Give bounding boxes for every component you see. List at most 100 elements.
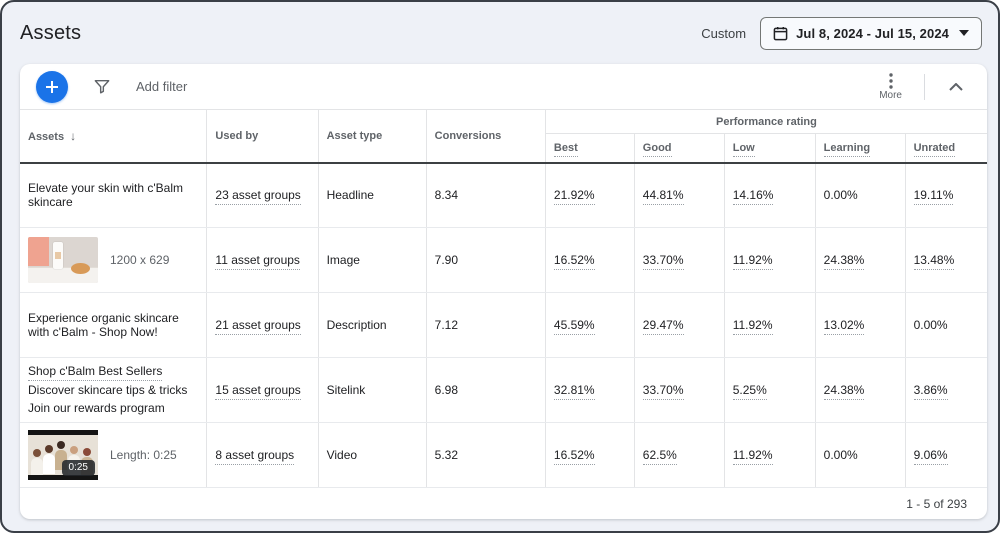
conversions-cell: 5.32 (426, 422, 546, 488)
performance-rating-group-header: Performance rating (545, 109, 987, 134)
more-label: More (879, 89, 902, 101)
date-range-picker[interactable]: Jul 8, 2024 - Jul 15, 2024 (760, 16, 982, 50)
rating-value[interactable]: 44.81% (642, 188, 684, 206)
rating-cell-low: 11.92% (724, 422, 816, 488)
add-asset-button[interactable] (36, 70, 68, 103)
asset-image-dimensions: 1200 x 629 (110, 253, 170, 267)
rating-cell-good: 44.81% (634, 162, 725, 228)
rating-value: 0.00% (823, 448, 858, 462)
asset-image-wrap: 1200 x 629 (28, 237, 198, 283)
rating-cell-best: 21.92% (545, 162, 635, 228)
column-header-assets[interactable]: Assets ↓ (20, 109, 208, 164)
used-by-cell: 8 asset groups (206, 422, 319, 488)
rating-value[interactable]: 13.02% (823, 318, 865, 335)
plus-icon (44, 79, 60, 95)
asset-cell: 1200 x 629 (20, 227, 208, 293)
sitelink-link[interactable]: Shop c'Balm Best Sellers (28, 364, 163, 382)
asset-cell: Experience organic skincare with c'Balm … (20, 292, 208, 358)
rating-value[interactable]: 24.38% (823, 383, 865, 400)
column-header-good[interactable]: Good (634, 133, 725, 164)
funnel-icon (94, 79, 110, 94)
table-toolbar: Add filter More (20, 64, 987, 109)
conversions-cell: 6.98 (426, 357, 546, 423)
rating-value[interactable]: 14.16% (732, 188, 774, 206)
pagination-range: 1 - 5 of 293 (906, 497, 967, 511)
rating-value[interactable]: 29.47% (642, 318, 684, 335)
asset-thumbnail-skincare-product-photo (28, 237, 98, 283)
rating-value[interactable]: 9.06% (913, 448, 948, 465)
column-header-unrated[interactable]: Unrated (905, 133, 987, 164)
rating-value[interactable]: 3.86% (913, 383, 948, 400)
rating-cell-best: 16.52% (545, 422, 635, 488)
used-by-link[interactable]: 11 asset groups (215, 253, 300, 270)
header-sub-row: Best Good Low Learning Unrated (20, 133, 987, 164)
rating-cell-low: 5.25% (724, 357, 816, 423)
asset-type-cell: Headline (318, 162, 427, 228)
asset-cell: Shop c'Balm Best Sellers Discover skincar… (20, 357, 208, 423)
rating-cell-learning: 24.38% (815, 227, 906, 293)
rating-cell-best: 32.81% (545, 357, 635, 423)
asset-cell: Elevate your skin with c'Balm skincare (20, 162, 208, 228)
used-by-link[interactable]: 23 asset groups (215, 188, 301, 206)
rating-cell-low: 11.92% (724, 227, 816, 293)
rating-value[interactable]: 33.70% (642, 253, 684, 270)
thumb-pink-block (28, 237, 49, 266)
rating-cell-good: 33.70% (634, 357, 725, 423)
column-header-label: Learning (823, 141, 871, 157)
asset-thumbnail-video-women-group: 0:25 (28, 430, 98, 480)
person-body (43, 454, 55, 474)
add-filter-label: Add filter (136, 79, 188, 94)
rating-cell-low: 11.92% (724, 292, 816, 358)
video-duration-badge: 0:25 (61, 460, 95, 476)
rating-value[interactable]: 32.81% (553, 383, 595, 400)
rating-cell-unrated: 0.00% (905, 292, 987, 358)
column-header-label: Good (642, 141, 672, 157)
used-by-link[interactable]: 8 asset groups (215, 448, 295, 465)
rating-value[interactable]: 11.92% (732, 253, 773, 270)
column-header-best[interactable]: Best (545, 133, 635, 164)
conversions-cell: 7.90 (426, 227, 546, 293)
date-range-value: Jul 8, 2024 - Jul 15, 2024 (796, 25, 949, 41)
sort-descending-icon: ↓ (70, 128, 77, 143)
column-header-learning[interactable]: Learning (815, 133, 906, 164)
rating-value[interactable]: 11.92% (732, 448, 773, 465)
rating-value[interactable]: 62.5% (642, 448, 677, 465)
rating-value[interactable]: 16.52% (553, 448, 595, 465)
column-header-label: Low (732, 141, 755, 157)
toolbar-right: More (871, 71, 973, 103)
asset-video-wrap: 0:25 Length: 0:25 (28, 430, 198, 480)
add-filter-button[interactable]: Add filter (94, 79, 187, 94)
asset-video-length: Length: 0:25 (110, 448, 177, 462)
rating-value[interactable]: 21.92% (553, 188, 595, 206)
rating-value[interactable]: 16.52% (553, 253, 595, 270)
person-head (45, 445, 53, 453)
collapse-table-button[interactable] (939, 77, 973, 97)
rating-value[interactable]: 33.70% (642, 383, 684, 400)
column-header-low[interactable]: Low (724, 133, 816, 164)
thumb-sponge (71, 262, 91, 274)
more-button[interactable]: More (871, 71, 910, 103)
rating-value[interactable]: 19.11% (913, 188, 954, 206)
rating-value[interactable]: 5.25% (732, 383, 767, 400)
table-row: Shop c'Balm Best Sellers Discover skincar… (20, 357, 987, 423)
table-body: Elevate your skin with c'Balm skincare 23… (20, 162, 987, 488)
rating-cell-good: 29.47% (634, 292, 725, 358)
rating-value[interactable]: 45.59% (553, 318, 595, 335)
table-row: 0:25 Length: 0:25 8 asset groups Video 5.32 1… (20, 422, 987, 488)
chevron-up-icon (949, 82, 963, 91)
rating-value[interactable]: 13.48% (913, 253, 955, 270)
column-header-used-by[interactable]: Used by (206, 109, 319, 164)
person-body (31, 458, 43, 475)
column-header-label: Best (553, 141, 578, 157)
column-header-asset-type[interactable]: Asset type (318, 109, 427, 164)
used-by-link[interactable]: 21 asset groups (215, 318, 301, 335)
asset-sitelink: Shop c'Balm Best Sellers Discover skincar… (28, 362, 198, 418)
used-by-link[interactable]: 15 asset groups (215, 383, 301, 400)
asset-type-cell: Description (318, 292, 427, 358)
conversions-cell: 7.12 (426, 292, 546, 358)
table-row: Elevate your skin with c'Balm skincare 23… (20, 162, 987, 228)
rating-value[interactable]: 24.38% (823, 253, 865, 270)
rating-cell-unrated: 3.86% (905, 357, 987, 423)
column-header-conversions[interactable]: Conversions (426, 109, 546, 164)
rating-value[interactable]: 11.92% (732, 318, 773, 335)
